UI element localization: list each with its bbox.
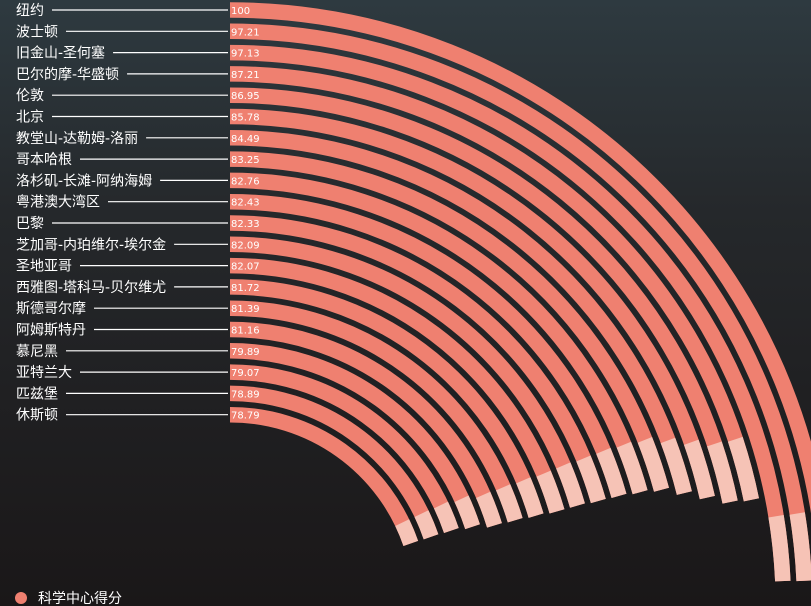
arc-bar-tail [789, 512, 811, 582]
arc-bar-tail [768, 514, 791, 582]
arc-bar-tail [536, 470, 565, 514]
city-label: 芝加哥-内珀维尔-埃尔金 [16, 237, 166, 253]
legend: 科学中心得分 [15, 590, 122, 606]
city-label: 粤港澳大湾区 [16, 194, 100, 211]
value-label: 78.89 [231, 389, 260, 400]
arc-bar [229, 343, 480, 530]
arc-bar [229, 406, 419, 546]
value-label: 100 [231, 6, 250, 17]
arc-bar-tail [433, 501, 459, 534]
value-label: 85.78 [231, 113, 260, 124]
arc-bar [229, 172, 648, 495]
value-label: 82.33 [231, 219, 260, 230]
value-label: 97.13 [231, 49, 260, 60]
city-label: 哥本哈根 [16, 152, 72, 168]
legend-swatch [15, 592, 27, 604]
value-label: 82.43 [231, 198, 260, 209]
value-label: 79.89 [231, 347, 260, 358]
arc-bar-tail [476, 491, 502, 528]
city-label: 阿姆斯特丹 [16, 323, 86, 339]
city-label: 休斯顿 [16, 408, 58, 424]
arc-bar [229, 130, 692, 495]
value-label: 84.49 [231, 134, 260, 145]
value-label: 81.39 [231, 304, 260, 315]
value-label: 87.21 [231, 70, 260, 81]
city-label: 慕尼黑 [16, 344, 58, 360]
arc-bar-tail [576, 455, 606, 504]
arc-bar [229, 44, 791, 582]
value-label: 83.25 [231, 155, 260, 166]
value-label: 82.09 [231, 240, 260, 251]
arc-bar [229, 257, 565, 514]
arc-bar-tail [414, 510, 439, 540]
city-label: 教堂山-达勒姆-洛丽 [16, 131, 138, 147]
value-label: 97.21 [231, 27, 260, 38]
city-label: 巴黎 [16, 216, 44, 232]
arc-bar-tail [616, 441, 648, 495]
label-group: 纽约 100 波士顿 97.21 旧金山-圣何塞 97.13 巴尔的摩-华盛顿 87.21 伦敦… [16, 3, 260, 424]
arc-bar [229, 87, 738, 504]
city-label: 北京 [16, 110, 44, 126]
value-label: 79.07 [231, 368, 260, 379]
city-label: 波士顿 [16, 24, 58, 40]
city-label: 圣地亚哥 [16, 259, 72, 275]
value-label: 82.76 [231, 176, 260, 187]
arc-bar [229, 215, 606, 504]
arc-bar-tail [395, 519, 419, 547]
arc-bar-tail [707, 441, 738, 504]
arc-bar [229, 193, 627, 498]
arc-bar-tail [495, 484, 523, 523]
arc-bar-tail [596, 447, 627, 499]
arc-bar [229, 151, 670, 492]
arc-bar [229, 279, 544, 518]
value-label: 81.16 [231, 326, 260, 337]
arc-bar [229, 23, 811, 582]
arc-bar [229, 66, 759, 502]
legend-label: 科学中心得分 [38, 590, 122, 606]
arc-bar [229, 2, 811, 515]
arc-bar [229, 364, 459, 533]
arc-group [229, 2, 811, 582]
city-label: 斯德哥尔摩 [16, 300, 86, 317]
arc-bar [229, 321, 502, 528]
arc-bar-tail [637, 436, 670, 492]
city-label: 纽约 [16, 3, 44, 19]
city-label: 亚特兰大 [16, 365, 72, 381]
city-label: 伦敦 [16, 88, 44, 104]
arc-bar-tail [660, 437, 692, 495]
city-label: 巴尔的摩-华盛顿 [16, 66, 119, 83]
arc-bar [229, 108, 715, 500]
arc-bar-tail [727, 436, 759, 502]
arc-bar-tail [683, 439, 715, 500]
city-label: 西雅图-塔科马-贝尔维尤 [16, 280, 166, 296]
value-label: 86.95 [231, 91, 260, 102]
arc-bar-tail [556, 462, 585, 508]
value-label: 78.79 [231, 411, 260, 422]
city-label: 旧金山-圣何塞 [16, 45, 105, 62]
arc-bar-tail [454, 495, 480, 530]
value-label: 82.07 [231, 262, 260, 273]
arc-bar [229, 385, 439, 540]
city-label: 匹兹堡 [16, 386, 58, 402]
arc-bar-tail [516, 477, 544, 518]
city-label: 洛杉矶-长滩-阿纳海姆 [16, 173, 152, 189]
arc-bar [229, 236, 585, 508]
arc-bar [229, 300, 523, 523]
value-label: 81.72 [231, 283, 260, 294]
